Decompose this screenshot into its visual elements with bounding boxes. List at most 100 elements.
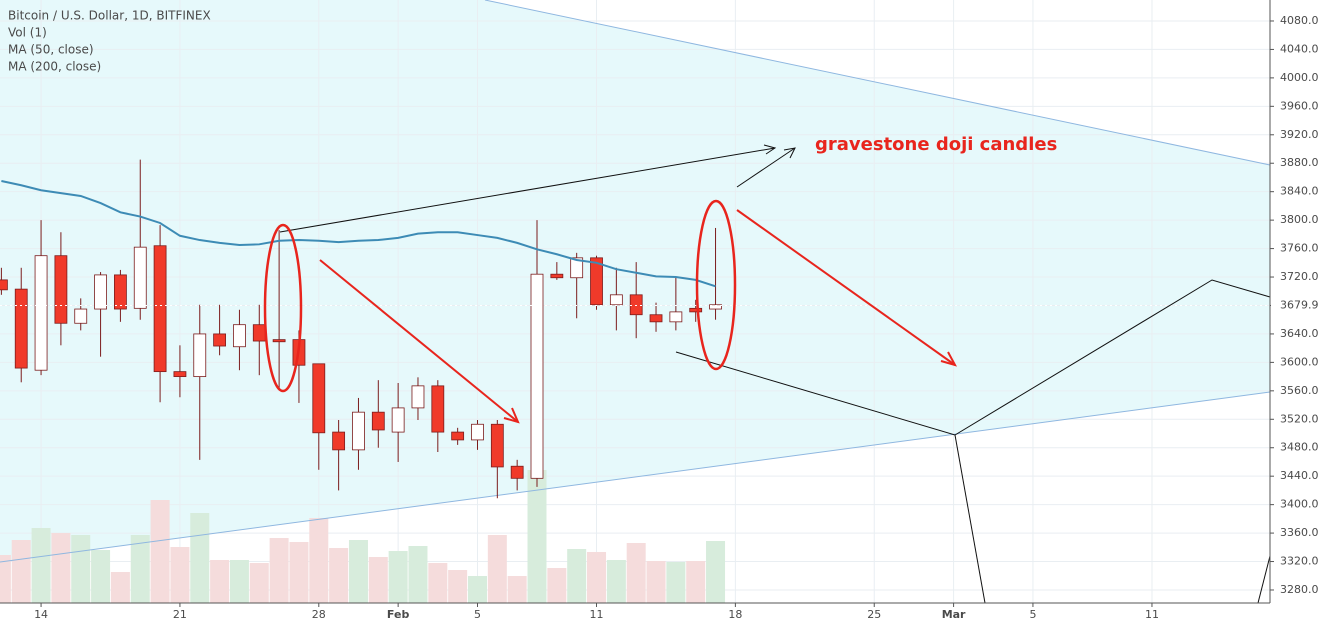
volume-bar — [130, 535, 150, 603]
candle-body — [94, 274, 107, 310]
y-tick-label: 3720.0 — [1280, 270, 1319, 283]
volume-bar — [329, 548, 349, 603]
volume-bar — [348, 540, 368, 603]
legend-entry: Vol (1) — [8, 26, 47, 40]
x-tick-label: 5 — [1029, 608, 1036, 621]
candle-body — [530, 273, 544, 479]
candle-body — [352, 411, 365, 451]
y-tick-label: 4040.0 — [1280, 42, 1319, 55]
y-tick-label: 3400.0 — [1280, 498, 1319, 511]
candle-body — [272, 339, 286, 343]
volume-bar — [467, 576, 487, 603]
candle-body — [34, 255, 48, 371]
volume-bar — [309, 518, 329, 603]
candle-body — [332, 431, 346, 451]
candle-body — [411, 385, 425, 409]
volume-bar — [110, 572, 130, 603]
candle-body — [609, 294, 623, 306]
candle-body — [689, 307, 703, 313]
volume-bar — [31, 528, 51, 603]
volume-bar — [646, 561, 666, 603]
trendline — [484, 0, 1271, 166]
volume-bar — [289, 542, 309, 603]
y-tick-label: 3840.0 — [1280, 185, 1319, 198]
candles — [0, 159, 1270, 499]
y-tick-label: 3640.0 — [1280, 327, 1319, 340]
candle-body — [252, 324, 266, 342]
volume-bar — [706, 541, 726, 603]
candle-body — [193, 333, 207, 378]
trendline — [0, 391, 1271, 563]
y-tick-label: 4000.0 — [1280, 71, 1319, 84]
x-tick-label: 28 — [312, 608, 326, 621]
volume-bar — [150, 500, 170, 603]
red-arrow — [736, 209, 956, 366]
volume-bar — [666, 562, 686, 603]
volume-bar — [0, 555, 11, 603]
volume-bar — [527, 470, 547, 603]
volume-bar — [71, 535, 91, 603]
highlight-ellipse — [263, 223, 303, 393]
time-axis — [0, 603, 1328, 626]
projection-line — [675, 279, 1271, 436]
legend-title: Bitcoin / U.S. Dollar, 1D, BITFINEX — [8, 9, 211, 23]
candle-body — [471, 423, 484, 441]
y-tick-label: 3880.0 — [1280, 156, 1319, 169]
y-tick-label: 3760.0 — [1280, 242, 1319, 255]
volume-bar — [408, 546, 428, 603]
x-tick-label: 11 — [1145, 608, 1159, 621]
volume-bar — [567, 549, 587, 603]
y-tick-label: 3600.0 — [1280, 355, 1319, 368]
candle-body — [153, 245, 167, 373]
arrow-head — [783, 147, 796, 159]
candle-body — [550, 273, 564, 279]
arrow-line — [279, 147, 776, 233]
arrow-head — [503, 407, 520, 424]
y-tick-label: 3480.0 — [1280, 441, 1319, 454]
candle-body — [510, 465, 524, 479]
volume-bar — [428, 563, 448, 603]
candle-body — [213, 333, 227, 347]
volume-bar — [11, 540, 31, 603]
candle-body — [14, 288, 28, 369]
red-arrow — [319, 259, 519, 423]
last-price-box — [1271, 297, 1328, 314]
y-tick-label: 4080.0 — [1280, 14, 1319, 27]
y-tick-label: 3520.0 — [1280, 412, 1319, 425]
candle-body — [391, 407, 405, 433]
candle-body — [54, 255, 68, 324]
candle-body — [114, 274, 127, 310]
x-tick-label: 11 — [590, 608, 604, 621]
x-tick-label: 18 — [728, 608, 742, 621]
volume-bar — [51, 533, 71, 603]
legend-entry: MA (200, close) — [8, 60, 101, 74]
candle-body — [173, 371, 187, 378]
candle-body — [431, 385, 445, 433]
x-tick-label: 5 — [474, 608, 481, 621]
highlight-ellipse — [695, 199, 737, 371]
volume-bar — [606, 560, 626, 603]
volume-bar — [190, 513, 210, 603]
projection-line — [1257, 555, 1271, 604]
volume-bar — [368, 557, 388, 603]
volume-bar — [229, 560, 249, 603]
y-tick-label: 3560.0 — [1280, 384, 1319, 397]
candle-body — [371, 411, 385, 431]
y-tick-label: 3960.0 — [1280, 99, 1319, 112]
candle-body — [451, 431, 465, 441]
last-price-label: 3679.9 — [1280, 299, 1319, 312]
volume-bar — [487, 535, 507, 603]
candle-body — [490, 423, 504, 468]
volume-bar — [448, 570, 468, 603]
candle-body — [590, 257, 603, 306]
volume-bar — [388, 551, 408, 603]
x-tick-label: Mar — [942, 608, 966, 621]
candle-body — [0, 279, 8, 291]
annotation-text: gravestone doji candles — [815, 134, 1057, 155]
projection-line — [954, 434, 986, 604]
candle-body — [669, 311, 683, 323]
candle-body — [312, 363, 326, 434]
x-tick-label: 14 — [34, 608, 48, 621]
y-tick-label: 3360.0 — [1280, 526, 1319, 539]
